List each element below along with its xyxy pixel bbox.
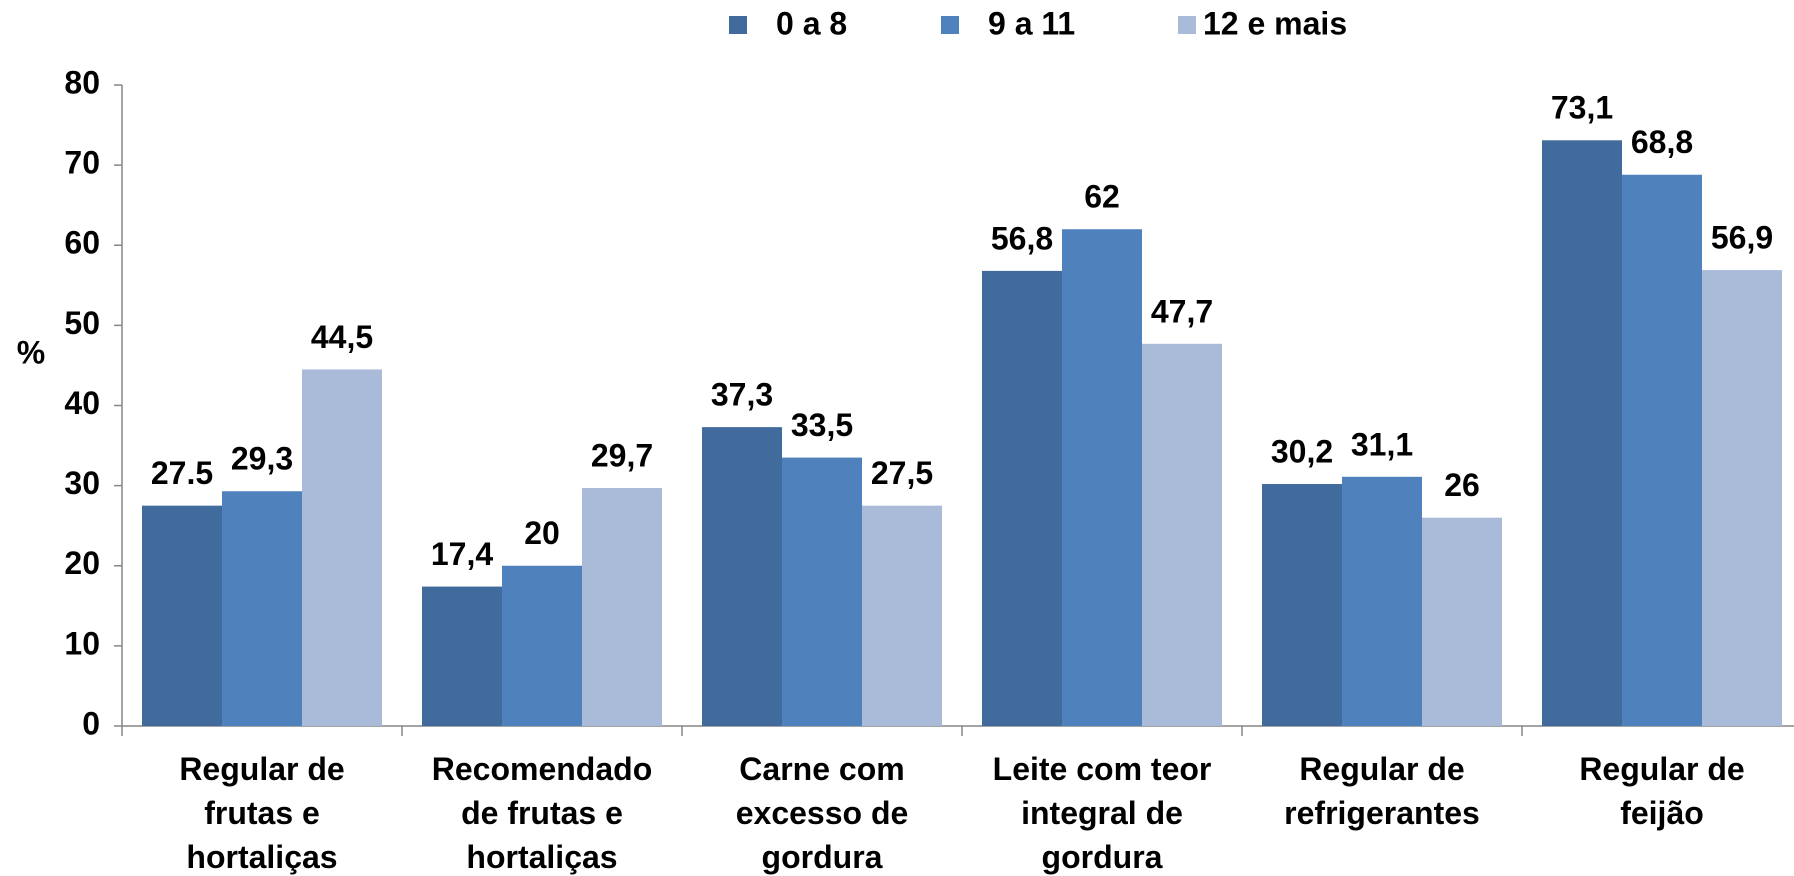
- value-label: 17,4: [431, 536, 493, 572]
- value-label: 33,5: [791, 407, 853, 443]
- bar: [1542, 140, 1622, 726]
- bar: [582, 488, 662, 726]
- y-tick-label: 0: [82, 705, 100, 741]
- y-tick-label: 30: [64, 465, 100, 501]
- bar: [142, 505, 222, 726]
- bar: [782, 457, 862, 726]
- x-tick-label-line: gordura: [762, 839, 883, 875]
- value-label: 27.5: [151, 455, 213, 491]
- bar: [1622, 174, 1702, 727]
- legend-marker: [1178, 16, 1196, 34]
- value-label: 29,3: [231, 441, 293, 477]
- value-label: 30,2: [1271, 433, 1333, 469]
- bar: [1342, 476, 1422, 726]
- x-tick-label-line: frutas e: [204, 795, 320, 831]
- x-tick-label-line: Regular de: [179, 751, 344, 787]
- x-tick-label-line: gordura: [1042, 839, 1163, 875]
- x-tick-label-line: excesso de: [736, 795, 909, 831]
- value-label: 31,1: [1351, 426, 1413, 462]
- x-tick-label-line: de frutas e: [461, 795, 623, 831]
- y-tick-label: 50: [64, 305, 100, 341]
- bar: [422, 586, 502, 726]
- x-tick-label-line: feijão: [1620, 795, 1704, 831]
- x-tick-label: Recomendado de frutas e hortaliças: [432, 751, 652, 875]
- x-tick-label-line: refrigerantes: [1284, 795, 1480, 831]
- bar: [1422, 517, 1502, 726]
- x-tick-label-line: Carne com: [739, 751, 904, 787]
- bar: [1142, 343, 1222, 726]
- y-tick-label: 80: [64, 64, 100, 100]
- y-tick-label: 20: [64, 545, 100, 581]
- bar: [302, 369, 382, 726]
- value-label: 68,8: [1631, 124, 1693, 160]
- y-tick-label: 60: [64, 225, 100, 261]
- x-tick-label-line: integral de: [1021, 795, 1183, 831]
- bar: [1702, 270, 1782, 726]
- x-tick-label: Leite com teor integral de gordura: [993, 751, 1212, 875]
- legend-label: 0 a 8: [776, 5, 847, 41]
- value-label: 20: [524, 515, 560, 551]
- bar: [862, 505, 942, 726]
- x-tick-label-line: hortaliças: [466, 839, 617, 875]
- bar: [222, 491, 302, 726]
- value-label: 26: [1444, 467, 1480, 503]
- bar: [1262, 484, 1342, 726]
- value-label: 37,3: [711, 377, 773, 413]
- value-label: 56,8: [991, 220, 1053, 256]
- x-tick-label: Regular de feijão: [1579, 751, 1744, 831]
- legend-marker: [941, 16, 959, 34]
- legend-label: 12 e mais: [1203, 5, 1347, 41]
- y-tick-label: 40: [64, 385, 100, 421]
- y-axis-label: %: [17, 334, 45, 370]
- x-tick-label: Carne com excesso de gordura: [736, 751, 909, 875]
- value-label: 47,7: [1151, 293, 1213, 329]
- value-label: 29,7: [591, 437, 653, 473]
- value-label: 73,1: [1551, 90, 1613, 126]
- bar: [982, 270, 1062, 726]
- legend-label: 9 a 11: [988, 5, 1075, 41]
- x-tick-label-line: hortaliças: [186, 839, 337, 875]
- value-label: 44,5: [311, 319, 373, 355]
- legend-marker: [729, 16, 747, 34]
- x-tick-label: Regular de frutas e hortaliças: [179, 751, 344, 875]
- value-label: 56,9: [1711, 220, 1773, 256]
- x-tick-label: Regular de refrigerantes: [1284, 751, 1480, 831]
- y-tick-label: 10: [64, 625, 100, 661]
- bar: [702, 427, 782, 726]
- value-label: 27,5: [871, 455, 933, 491]
- x-tick-label-line: Leite com teor: [993, 751, 1212, 787]
- y-tick-label: 70: [64, 145, 100, 181]
- bar: [502, 565, 582, 726]
- bar: [1062, 229, 1142, 726]
- x-tick-label-line: Regular de: [1579, 751, 1744, 787]
- value-label: 62: [1084, 179, 1120, 215]
- x-tick-label-line: Regular de: [1299, 751, 1464, 787]
- x-tick-label-line: Recomendado: [432, 751, 652, 787]
